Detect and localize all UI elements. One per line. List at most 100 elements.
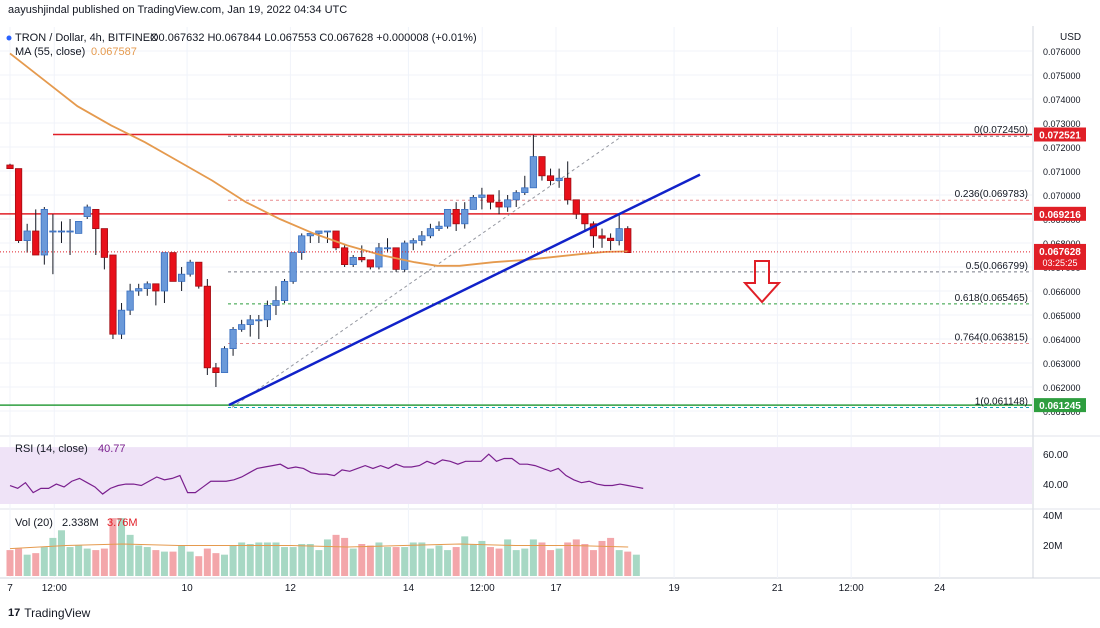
ascending-trendline [228, 173, 701, 407]
fib-label-4: 0.764(0.063815) [955, 332, 1028, 343]
vol-value-2: 3.76M [107, 517, 138, 529]
volume-bar [195, 556, 203, 576]
trendline [228, 173, 701, 407]
volume-bar [57, 530, 65, 576]
volume-bar [529, 539, 537, 576]
tradingview-brand[interactable]: 17 TradingView [8, 606, 90, 620]
candle-body [615, 228, 623, 242]
volume-bar [332, 534, 340, 576]
volume-bar [221, 554, 228, 576]
candle-body [280, 280, 289, 301]
price-tick-4: 0.072000 [1043, 143, 1081, 153]
ma55-line [9, 52, 629, 267]
volume-bar [246, 544, 254, 576]
volume-bar [572, 539, 580, 576]
time-tick-4: 14 [403, 583, 415, 594]
price-axis: 0.076000 0.075000 0.074000 0.073000 0.072000… [1043, 47, 1081, 417]
volume-bar [92, 550, 100, 576]
volume-bar [323, 539, 331, 576]
candles [6, 135, 632, 387]
symbol-label: TRON / Dollar, 4h, BITFINEX [15, 32, 158, 44]
volume-bar [203, 548, 211, 576]
candle-body [195, 261, 203, 287]
rsi-tick-60: 60.00 [1043, 450, 1068, 461]
volume-bar [75, 545, 83, 576]
candle-body [349, 256, 357, 265]
candle-body [135, 288, 143, 292]
candle-body [186, 261, 194, 275]
volume-bar [581, 544, 589, 576]
candle-body [169, 252, 177, 282]
volume-bar [409, 542, 417, 576]
candle-body [126, 290, 134, 311]
volume-bar [521, 548, 529, 576]
volume-bar [495, 548, 503, 576]
candle-body [607, 237, 615, 241]
price-tick-0: 0.076000 [1043, 47, 1081, 57]
fib-label-1: 0.236(0.069783) [955, 189, 1028, 200]
tag-support-bg [1034, 398, 1086, 413]
volume-bar [212, 553, 220, 576]
tradingview-label: TradingView [24, 606, 91, 620]
currency-label: USD [1060, 32, 1081, 43]
fib-diagonal [231, 135, 623, 408]
volume-bar [15, 548, 23, 576]
volume-bar [564, 542, 572, 576]
volume-bar [118, 518, 126, 576]
volume-bar [49, 537, 57, 576]
candle-body [529, 156, 537, 189]
volume-bar [66, 547, 74, 576]
volume-bar [289, 547, 297, 576]
candle-body [92, 208, 100, 229]
volume-bar [143, 547, 151, 576]
volume-bar [486, 547, 494, 576]
volume-bar [461, 536, 469, 576]
volume-bar [135, 545, 143, 576]
candle-body [624, 228, 632, 254]
candle-body [486, 194, 495, 203]
volume-bar [109, 518, 117, 576]
vol-label: Vol (20) [15, 517, 53, 529]
candle-body [564, 177, 572, 201]
volume-bar [358, 544, 366, 576]
candle-body [32, 230, 40, 256]
price-tick-5: 0.071000 [1043, 167, 1081, 177]
volume-bar [178, 545, 186, 576]
time-axis: 7 12:00 10 12 14 12:00 17 19 21 12:00 24 [7, 583, 946, 594]
volume-bar [229, 545, 237, 576]
time-tick-10: 24 [934, 583, 946, 594]
candle-body [255, 319, 263, 322]
rsi-legend: RSI (14, close) 40.77 60.00 40.00 [15, 443, 1068, 491]
candle-body [14, 168, 23, 242]
rsi-line-path [9, 453, 644, 495]
candle-body [40, 208, 48, 256]
horizontal-levels [0, 133, 1032, 406]
candle-body [289, 252, 297, 282]
fib-label-5: 1(0.061148) [975, 396, 1028, 407]
volume-bar [349, 548, 357, 576]
volume-bar [83, 548, 91, 576]
fib-label-3: 0.618(0.065465) [955, 293, 1028, 304]
candle-body [546, 175, 555, 182]
volume-bar [504, 539, 512, 576]
candle-body [495, 201, 503, 208]
volume-bar [401, 547, 409, 576]
candle-body [246, 319, 254, 325]
volume-bar [126, 534, 134, 576]
volume-bar [160, 551, 168, 576]
rsi-value: 40.77 [98, 443, 126, 455]
candle-body [598, 235, 606, 239]
candle-body [6, 164, 14, 169]
price-tick-14: 0.062000 [1043, 383, 1081, 393]
time-tick-3: 12 [285, 583, 297, 594]
candle-body [117, 309, 126, 335]
vol-legend: Vol (20) 2.338M 3.76M 40M 20M [15, 511, 1062, 552]
price-tick-6: 0.070000 [1043, 191, 1081, 201]
candle-body [83, 206, 91, 218]
candle-body [212, 367, 220, 373]
price-tick-3: 0.073000 [1043, 119, 1081, 129]
volume-bar [6, 550, 14, 576]
volume-bar [538, 542, 546, 576]
tron-usd-chart[interactable]: 0(0.072450)0.236(0.069783)0.5(0.066799)0… [0, 0, 1100, 600]
candle-body [409, 240, 417, 244]
